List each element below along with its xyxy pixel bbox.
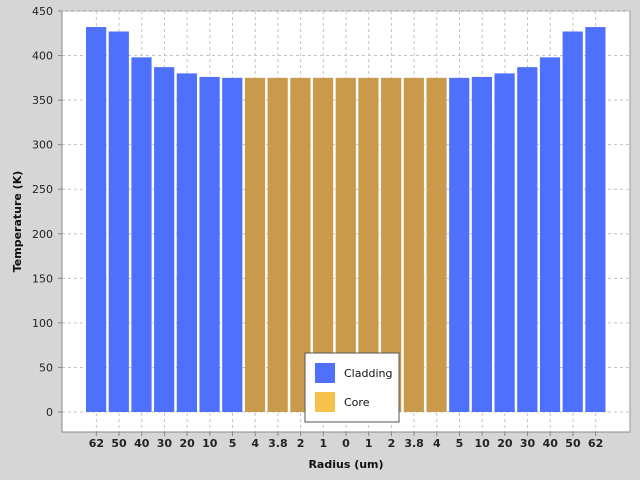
y-tick-label: 400 — [32, 50, 53, 63]
bar-cladding — [471, 76, 493, 412]
legend-label-core: Core — [344, 396, 370, 409]
y-tick-label: 100 — [32, 317, 53, 330]
bar-core — [381, 77, 402, 412]
x-tick-label: 2 — [297, 437, 305, 450]
x-axis-title: Radius (um) — [308, 458, 383, 471]
y-axis-title: Temperature (K) — [11, 171, 24, 273]
x-tick-label: 40 — [543, 437, 559, 450]
bar-core — [244, 77, 266, 412]
bar-cladding — [562, 31, 583, 413]
legend-label-cladding: Cladding — [344, 367, 392, 380]
x-tick-label: 20 — [179, 437, 195, 450]
legend: Cladding Core — [304, 352, 400, 423]
bar-cladding — [449, 77, 470, 412]
x-tick-label: 30 — [520, 437, 536, 450]
x-tick-label: 1 — [319, 437, 327, 450]
bar-core — [403, 77, 424, 412]
x-tick-label: 20 — [497, 437, 513, 450]
legend-swatch-cladding — [315, 363, 335, 383]
x-tick-label: 40 — [134, 437, 150, 450]
bar-cladding — [86, 27, 107, 412]
y-tick-label: 450 — [32, 5, 53, 18]
y-tick-label: 50 — [39, 361, 53, 374]
bar-cladding — [517, 67, 538, 412]
y-tick-label: 0 — [46, 406, 53, 419]
bar-core — [426, 77, 447, 412]
y-tick-label: 200 — [32, 228, 53, 241]
x-tick-label: 0 — [342, 437, 350, 450]
bar-cladding — [108, 31, 129, 413]
bar-core — [290, 77, 311, 412]
y-tick-label: 300 — [32, 139, 53, 152]
x-tick-label: 1 — [365, 437, 373, 450]
bar-cladding — [176, 73, 197, 412]
bars — [86, 27, 606, 413]
bar-cladding — [131, 57, 152, 413]
bar-cladding — [494, 73, 515, 412]
x-tick-label: 62 — [89, 437, 104, 450]
x-tick-label: 62 — [588, 437, 603, 450]
x-tick-label: 5 — [229, 437, 237, 450]
bar-cladding — [585, 27, 606, 412]
bar-core — [312, 77, 334, 412]
x-axis: 62 50 40 30 20 10 5 4 3.8 2 1 0 1 2 3.8 4 5 10 20 30 40 50 62 — [62, 431, 630, 450]
bar-core — [267, 77, 288, 412]
x-tick-label: 3.8 — [268, 437, 288, 450]
x-tick-label: 10 — [202, 437, 218, 450]
x-tick-label: 4 — [251, 437, 259, 450]
bar-cladding — [154, 67, 175, 412]
bar-core — [358, 77, 379, 412]
bar-core — [335, 77, 356, 412]
y-tick-label: 150 — [32, 272, 53, 285]
x-tick-label: 50 — [111, 437, 127, 450]
y-axis: 0 50 100 150 200 250 300 350 400 450 — [32, 5, 63, 432]
x-tick-label: 5 — [456, 437, 464, 450]
x-tick-label: 30 — [157, 437, 173, 450]
x-tick-label: 10 — [475, 437, 491, 450]
y-tick-label: 350 — [32, 94, 53, 107]
bar-cladding — [222, 77, 243, 412]
bar-cladding — [199, 76, 220, 412]
y-tick-label: 250 — [32, 183, 53, 196]
x-tick-label: 2 — [388, 437, 396, 450]
x-tick-label: 3.8 — [404, 437, 424, 450]
x-tick-label: 4 — [433, 437, 441, 450]
legend-swatch-core — [315, 392, 335, 412]
bar-cladding — [539, 57, 561, 413]
x-tick-label: 50 — [565, 437, 581, 450]
